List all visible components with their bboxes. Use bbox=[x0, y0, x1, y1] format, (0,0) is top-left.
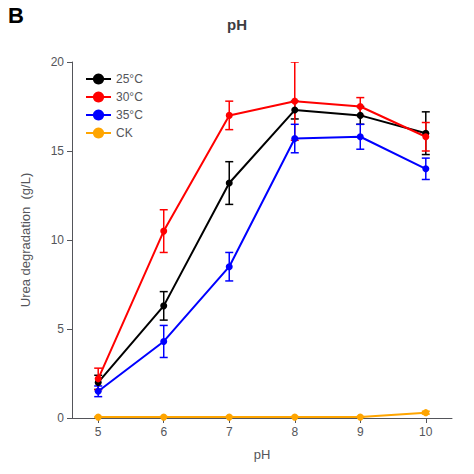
svg-text:8: 8 bbox=[291, 425, 298, 439]
svg-text:5: 5 bbox=[57, 322, 64, 336]
svg-text:20: 20 bbox=[51, 55, 65, 69]
svg-text:35°C: 35°C bbox=[116, 108, 143, 122]
svg-text:Urea degradation (g/L): Urea degradation (g/L) bbox=[18, 173, 33, 307]
svg-text:30°C: 30°C bbox=[116, 90, 143, 104]
svg-text:6: 6 bbox=[160, 425, 167, 439]
svg-text:25°C: 25°C bbox=[116, 72, 143, 86]
svg-text:7: 7 bbox=[226, 425, 233, 439]
svg-text:10: 10 bbox=[51, 233, 65, 247]
svg-text:9: 9 bbox=[357, 425, 364, 439]
svg-text:15: 15 bbox=[51, 144, 65, 158]
svg-text:pH: pH bbox=[254, 447, 271, 462]
svg-text:CK: CK bbox=[116, 126, 133, 140]
svg-text:pH: pH bbox=[227, 16, 247, 33]
svg-text:0: 0 bbox=[57, 411, 64, 425]
svg-text:10: 10 bbox=[419, 425, 433, 439]
svg-text:5: 5 bbox=[95, 425, 102, 439]
svg-text:B: B bbox=[8, 3, 24, 28]
